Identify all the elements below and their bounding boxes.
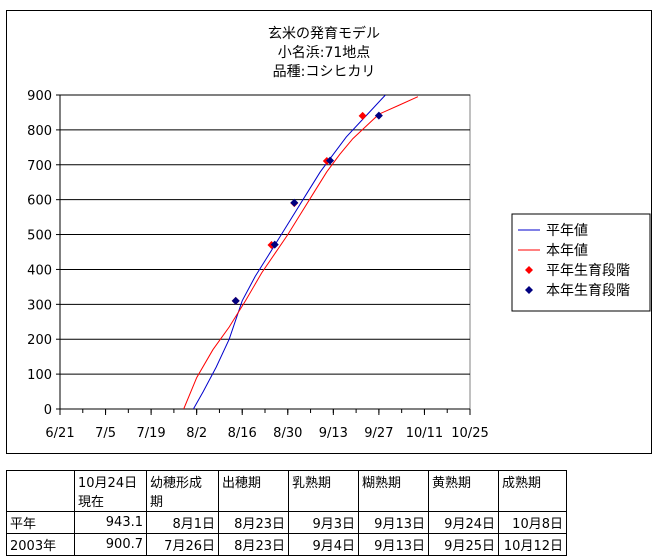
table-cell: 8月23日	[218, 533, 289, 556]
y-tick-label: 500	[27, 229, 52, 244]
x-tick-label: 9/13	[319, 426, 348, 441]
table-row: 2003年 900.7 7月26日 8月23日 9月4日 9月13日 9月25日…	[6, 533, 567, 556]
series-line	[192, 95, 386, 409]
legend-label: 本年値	[546, 243, 588, 259]
table-header-cell: 幼穂形成期	[146, 470, 219, 512]
x-tick-label: 6/21	[45, 426, 74, 441]
table-header-cell: 乳熟期	[288, 470, 359, 512]
table-cell: 900.7	[74, 533, 147, 556]
y-tick-label: 0	[44, 403, 52, 418]
chart-frame: 玄米の発育モデル 小名浜:71地点 品種:コシヒカリ 0 100 200 300 400 50…	[6, 10, 652, 454]
table-cell: 9月3日	[288, 511, 359, 534]
series-marker	[358, 111, 367, 120]
table-cell: 10月12日	[498, 533, 567, 556]
table-cell: 9月25日	[428, 533, 499, 556]
data-table: 10月24日 現在 幼穂形成期 出穂期 乳熟期 糊熟期 黄熟期 成熟期 平年 94…	[6, 470, 567, 556]
series-marker	[374, 111, 383, 120]
table-cell: 9月13日	[358, 533, 429, 556]
table-header-cell	[6, 470, 75, 512]
legend-label: 平年生育段階	[546, 263, 630, 279]
chart-title-line: 品種:コシヒカリ	[273, 64, 376, 80]
x-tick-label: 8/16	[228, 426, 257, 441]
y-tick-label: 800	[27, 124, 52, 139]
series-marker	[290, 198, 299, 207]
row-label: 2003年	[6, 533, 75, 556]
x-tick-label: 8/30	[273, 426, 302, 441]
y-tick-label: 700	[27, 159, 52, 174]
y-tick-label: 400	[27, 263, 52, 278]
y-tick-label: 600	[27, 194, 52, 209]
series-marker	[231, 296, 240, 305]
table-row: 平年 943.1 8月1日 8月23日 9月3日 9月13日 9月24日 10月…	[6, 511, 567, 534]
table-header-cell: 黄熟期	[428, 470, 499, 512]
y-tick-label: 900	[27, 89, 52, 104]
table-cell: 10月8日	[498, 511, 567, 534]
table-header-cell: 10月24日 現在	[74, 470, 147, 512]
x-tick-label: 10/25	[451, 426, 488, 441]
table-cell: 943.1	[74, 511, 147, 534]
table-cell: 9月24日	[428, 511, 499, 534]
table-cell: 8月23日	[218, 511, 289, 534]
y-tick-label: 100	[27, 368, 52, 383]
x-tick-label: 7/19	[137, 426, 166, 441]
table-header-cell: 成熟期	[498, 470, 567, 512]
chart-title-line: 玄米の発育モデル	[268, 25, 380, 42]
legend-label: 平年値	[546, 223, 588, 239]
x-tick-label: 10/11	[406, 426, 443, 441]
chart-title-line: 小名浜:71地点	[278, 45, 371, 61]
y-tick-label: 300	[27, 298, 52, 313]
x-tick-label: 8/2	[186, 426, 207, 441]
table-cell: 9月4日	[288, 533, 359, 556]
series-line	[183, 96, 419, 409]
x-tick-label: 9/27	[364, 426, 393, 441]
table-cell: 9月13日	[358, 511, 429, 534]
legend-swatch-marker	[525, 266, 533, 274]
y-tick-label: 200	[27, 333, 52, 348]
legend-swatch-marker	[525, 286, 533, 294]
x-tick-label: 7/5	[95, 426, 116, 441]
table-cell: 7月26日	[146, 533, 219, 556]
table-header-row: 10月24日 現在 幼穂形成期 出穂期 乳熟期 糊熟期 黄熟期 成熟期	[6, 470, 567, 512]
series-marker	[270, 240, 279, 249]
table-header-cell: 出穂期	[218, 470, 289, 512]
plot-area	[59, 94, 471, 410]
table-cell: 8月1日	[146, 511, 219, 534]
row-label: 平年	[6, 511, 75, 534]
series-marker	[326, 156, 335, 165]
legend-label: 本年生育段階	[546, 283, 630, 299]
table-header-cell: 糊熟期	[358, 470, 429, 512]
